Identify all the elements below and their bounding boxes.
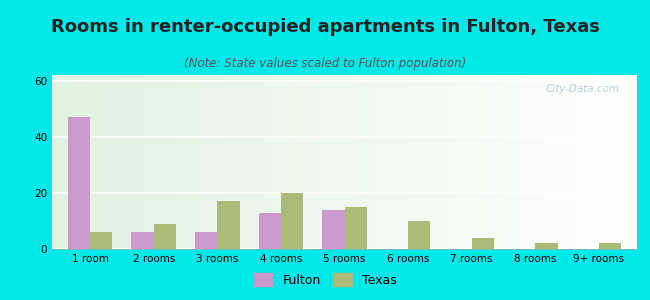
Bar [195, 232, 217, 249]
Bar [131, 232, 154, 249]
Bar [408, 221, 430, 249]
Text: (Note: State values scaled to Fulton population): (Note: State values scaled to Fulton pop… [184, 57, 466, 70]
Bar [322, 210, 344, 249]
Bar [472, 238, 494, 249]
Bar [154, 224, 176, 249]
Bar [90, 232, 112, 249]
Bar [599, 243, 621, 249]
Bar [344, 207, 367, 249]
Text: City-Data.com: City-Data.com [545, 84, 619, 94]
Bar [259, 212, 281, 249]
Bar [217, 201, 240, 249]
Bar [535, 243, 558, 249]
Bar [281, 193, 303, 249]
Legend: Fulton, Texas: Fulton, Texas [250, 270, 400, 291]
Bar [68, 117, 90, 249]
Text: Rooms in renter-occupied apartments in Fulton, Texas: Rooms in renter-occupied apartments in F… [51, 18, 599, 36]
